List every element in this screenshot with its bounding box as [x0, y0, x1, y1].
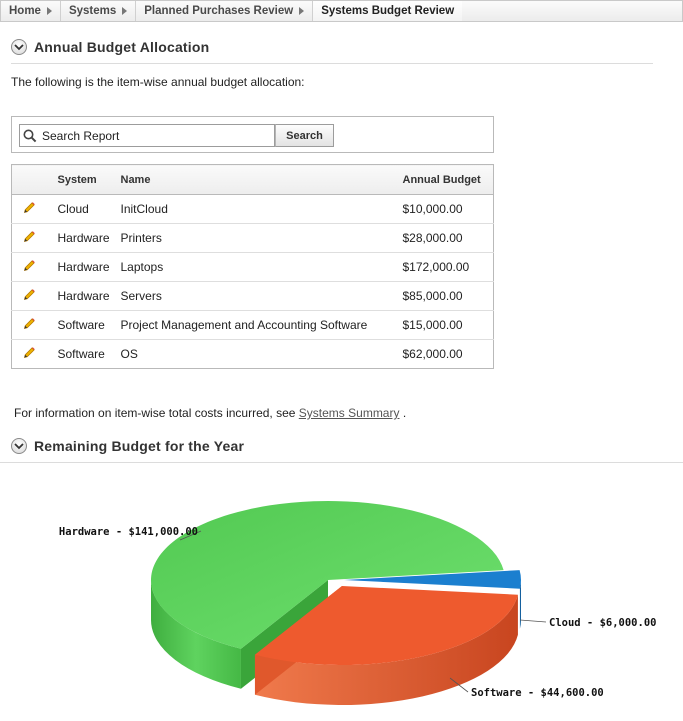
- budget-cell: $172,000.00: [391, 252, 494, 282]
- system-cell: Software: [46, 310, 121, 340]
- search-bar: Search: [11, 116, 494, 153]
- report-table: System Name Annual Budget Cloud InitCloud…: [11, 164, 494, 369]
- remaining-region-header: Remaining Budget for the Year: [11, 438, 244, 454]
- chevron-right-icon: [299, 7, 305, 15]
- pie-label-cloud: Cloud - $6,000.00: [549, 617, 656, 629]
- edit-cell: [11, 194, 47, 224]
- name-cell: Printers: [120, 223, 392, 253]
- edit-cell: [11, 223, 47, 253]
- remaining-budget-pie-chart: Hardware - $141,000.00 Software - $44,600…: [59, 501, 656, 705]
- name-cell: Servers: [120, 281, 392, 311]
- pie-side-hardware: [151, 580, 241, 689]
- search-field[interactable]: [19, 124, 275, 147]
- breadcrumb-home[interactable]: Home: [1, 1, 61, 21]
- edit-cell: [12, 340, 47, 369]
- edit-pencil-icon[interactable]: [22, 230, 36, 247]
- chevron-right-icon: [122, 7, 128, 15]
- table-row: Hardware Printers $28,000.00: [11, 223, 494, 253]
- budget-cell: $85,000.00: [391, 281, 494, 311]
- breadcrumb-current: Systems Budget Review: [313, 1, 463, 21]
- search-icon: [20, 129, 40, 143]
- breadcrumb: Home Systems Planned Purchases Review Sy…: [0, 0, 683, 22]
- system-column-header[interactable]: System: [46, 164, 121, 195]
- pie-leader-line: [449, 677, 469, 693]
- table-row: Software Project Management and Accountin…: [11, 310, 494, 340]
- breadcrumb-planned-purchases[interactable]: Planned Purchases Review: [136, 1, 314, 21]
- name-cell: Laptops: [120, 252, 392, 282]
- edit-cell: [11, 281, 47, 311]
- edit-pencil-icon[interactable]: [22, 346, 36, 363]
- annual-region-header: Annual Budget Allocation: [11, 39, 209, 55]
- pie-slice-hardware[interactable]: [150, 501, 504, 649]
- system-cell: Software: [57, 347, 105, 361]
- table-header-row: System Name Annual Budget: [11, 164, 494, 195]
- info-text: For information on item-wise total costs…: [14, 406, 406, 420]
- system-cell: Cloud: [46, 194, 121, 224]
- edit-pencil-icon[interactable]: [22, 201, 36, 218]
- divider: [0, 462, 683, 463]
- table-row: Hardware Servers $85,000.00: [11, 281, 494, 311]
- breadcrumb-home-label[interactable]: Home: [9, 5, 41, 17]
- info-prefix: For information on item-wise total costs…: [14, 406, 296, 420]
- breadcrumb-systems-label[interactable]: Systems: [68, 5, 117, 17]
- budget-cell: $28,000.00: [391, 223, 494, 253]
- budget-cell: $62,000.00: [402, 347, 463, 361]
- annual-region-title: Annual Budget Allocation: [34, 39, 210, 55]
- pie-slice-cloud[interactable]: [344, 570, 522, 589]
- table-row: Hardware Laptops $172,000.00: [11, 252, 494, 282]
- pie-leader-line: [519, 619, 547, 623]
- search-input[interactable]: [40, 128, 268, 143]
- edit-pencil-icon[interactable]: [22, 288, 36, 305]
- annual-region-intro: The following is the item-wise annual bu…: [11, 75, 305, 89]
- pie-side-cloud: [519, 580, 522, 629]
- collapse-toggle-icon[interactable]: [11, 39, 27, 55]
- pie-label-hardware: Hardware - $141,000.00: [59, 526, 198, 538]
- pie-slice-software[interactable]: [254, 586, 518, 665]
- pie-leader-line: [179, 530, 202, 541]
- pie-side-software: [254, 594, 518, 705]
- search-button[interactable]: Search: [275, 124, 334, 147]
- edit-pencil-icon[interactable]: [22, 259, 36, 276]
- remaining-region-title: Remaining Budget for the Year: [34, 438, 245, 454]
- system-cell: Hardware: [46, 281, 121, 311]
- breadcrumb-planned-purchases-label[interactable]: Planned Purchases Review: [144, 5, 294, 17]
- edit-column-header: [11, 164, 47, 195]
- divider: [11, 63, 653, 64]
- pie-label-software: Software - $44,600.00: [471, 687, 604, 699]
- name-cell: InitCloud: [120, 194, 392, 224]
- edit-cell: [11, 310, 47, 340]
- edit-cell: [11, 252, 47, 282]
- collapse-toggle-icon[interactable]: [11, 438, 27, 454]
- breadcrumb-systems[interactable]: Systems: [61, 1, 137, 21]
- name-column-header[interactable]: Name: [120, 164, 392, 195]
- name-cell: OS: [120, 347, 138, 361]
- system-cell: Hardware: [46, 223, 121, 253]
- breadcrumb-current-label: Systems Budget Review: [321, 5, 455, 17]
- info-suffix: .: [402, 406, 407, 420]
- name-cell: Project Management and Accounting Softwa…: [120, 310, 392, 340]
- table-row: Software OS $62,000.00: [12, 340, 494, 369]
- edit-pencil-icon[interactable]: [22, 317, 36, 334]
- budget-cell: $10,000.00: [391, 194, 494, 224]
- budget-cell: $15,000.00: [391, 310, 494, 340]
- systems-summary-link[interactable]: Systems Summary: [298, 406, 400, 420]
- chevron-right-icon: [46, 7, 52, 15]
- table-row: Cloud InitCloud $10,000.00: [11, 194, 494, 224]
- budget-column-header[interactable]: Annual Budget: [391, 164, 494, 195]
- system-cell: Hardware: [46, 252, 121, 282]
